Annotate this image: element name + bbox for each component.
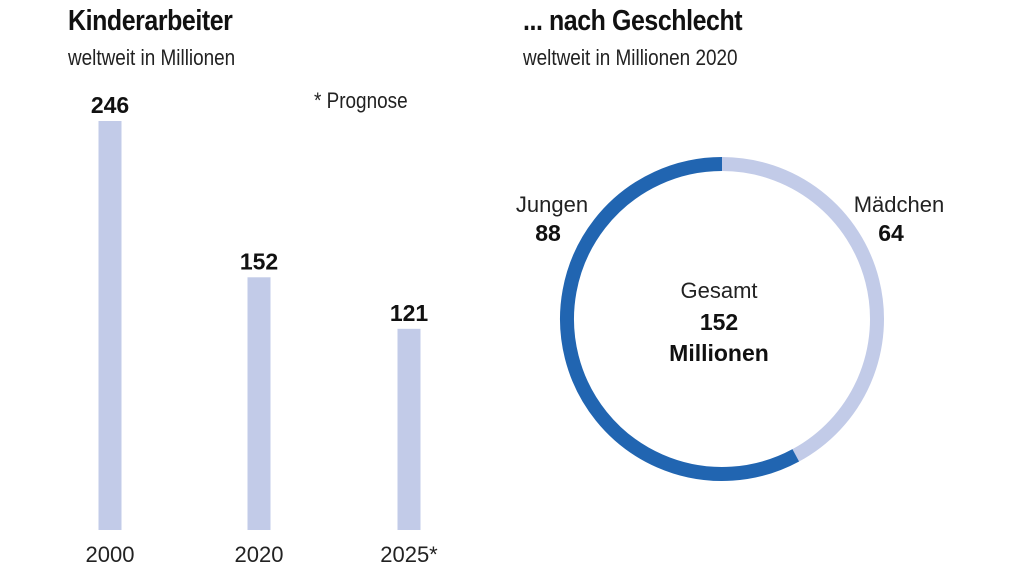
donut-chart-subtitle: weltweit in Millionen 2020 bbox=[523, 45, 738, 70]
bar-value-label: 246 bbox=[91, 92, 129, 118]
donut-center-label: Gesamt bbox=[680, 278, 757, 303]
x-tick-label: 2000 bbox=[86, 542, 135, 567]
slice-label-boys: Jungen bbox=[516, 192, 588, 217]
slice-value-girls: 64 bbox=[878, 220, 904, 246]
donut-center-value: 152 bbox=[700, 309, 738, 335]
bar-value-label: 152 bbox=[240, 248, 278, 274]
donut-chart-title: ... nach Geschlecht bbox=[523, 5, 743, 37]
bar-chart-title: Kinderarbeiter bbox=[68, 5, 233, 37]
donut-slice-boys bbox=[560, 157, 800, 481]
donut-chart: Jungen 88 Mädchen 64 Gesamt 152 Millione… bbox=[516, 157, 945, 481]
bar-chart: 246 2000 152 2020 121 2025* bbox=[86, 92, 439, 567]
donut-slice-girls bbox=[721, 157, 884, 462]
donut-center-unit: Millionen bbox=[669, 340, 769, 366]
bar-2000 bbox=[98, 121, 122, 530]
bar-value-label: 121 bbox=[390, 300, 429, 326]
x-tick-label: 2020 bbox=[235, 542, 284, 567]
forecast-note: * Prognose bbox=[314, 88, 408, 113]
bar-chart-subtitle: weltweit in Millionen bbox=[68, 45, 236, 70]
bar-2025* bbox=[397, 328, 421, 530]
bar-2020 bbox=[247, 277, 271, 530]
slice-label-girls: Mädchen bbox=[854, 192, 945, 217]
x-tick-label: 2025* bbox=[380, 542, 438, 567]
slice-value-boys: 88 bbox=[535, 220, 561, 246]
